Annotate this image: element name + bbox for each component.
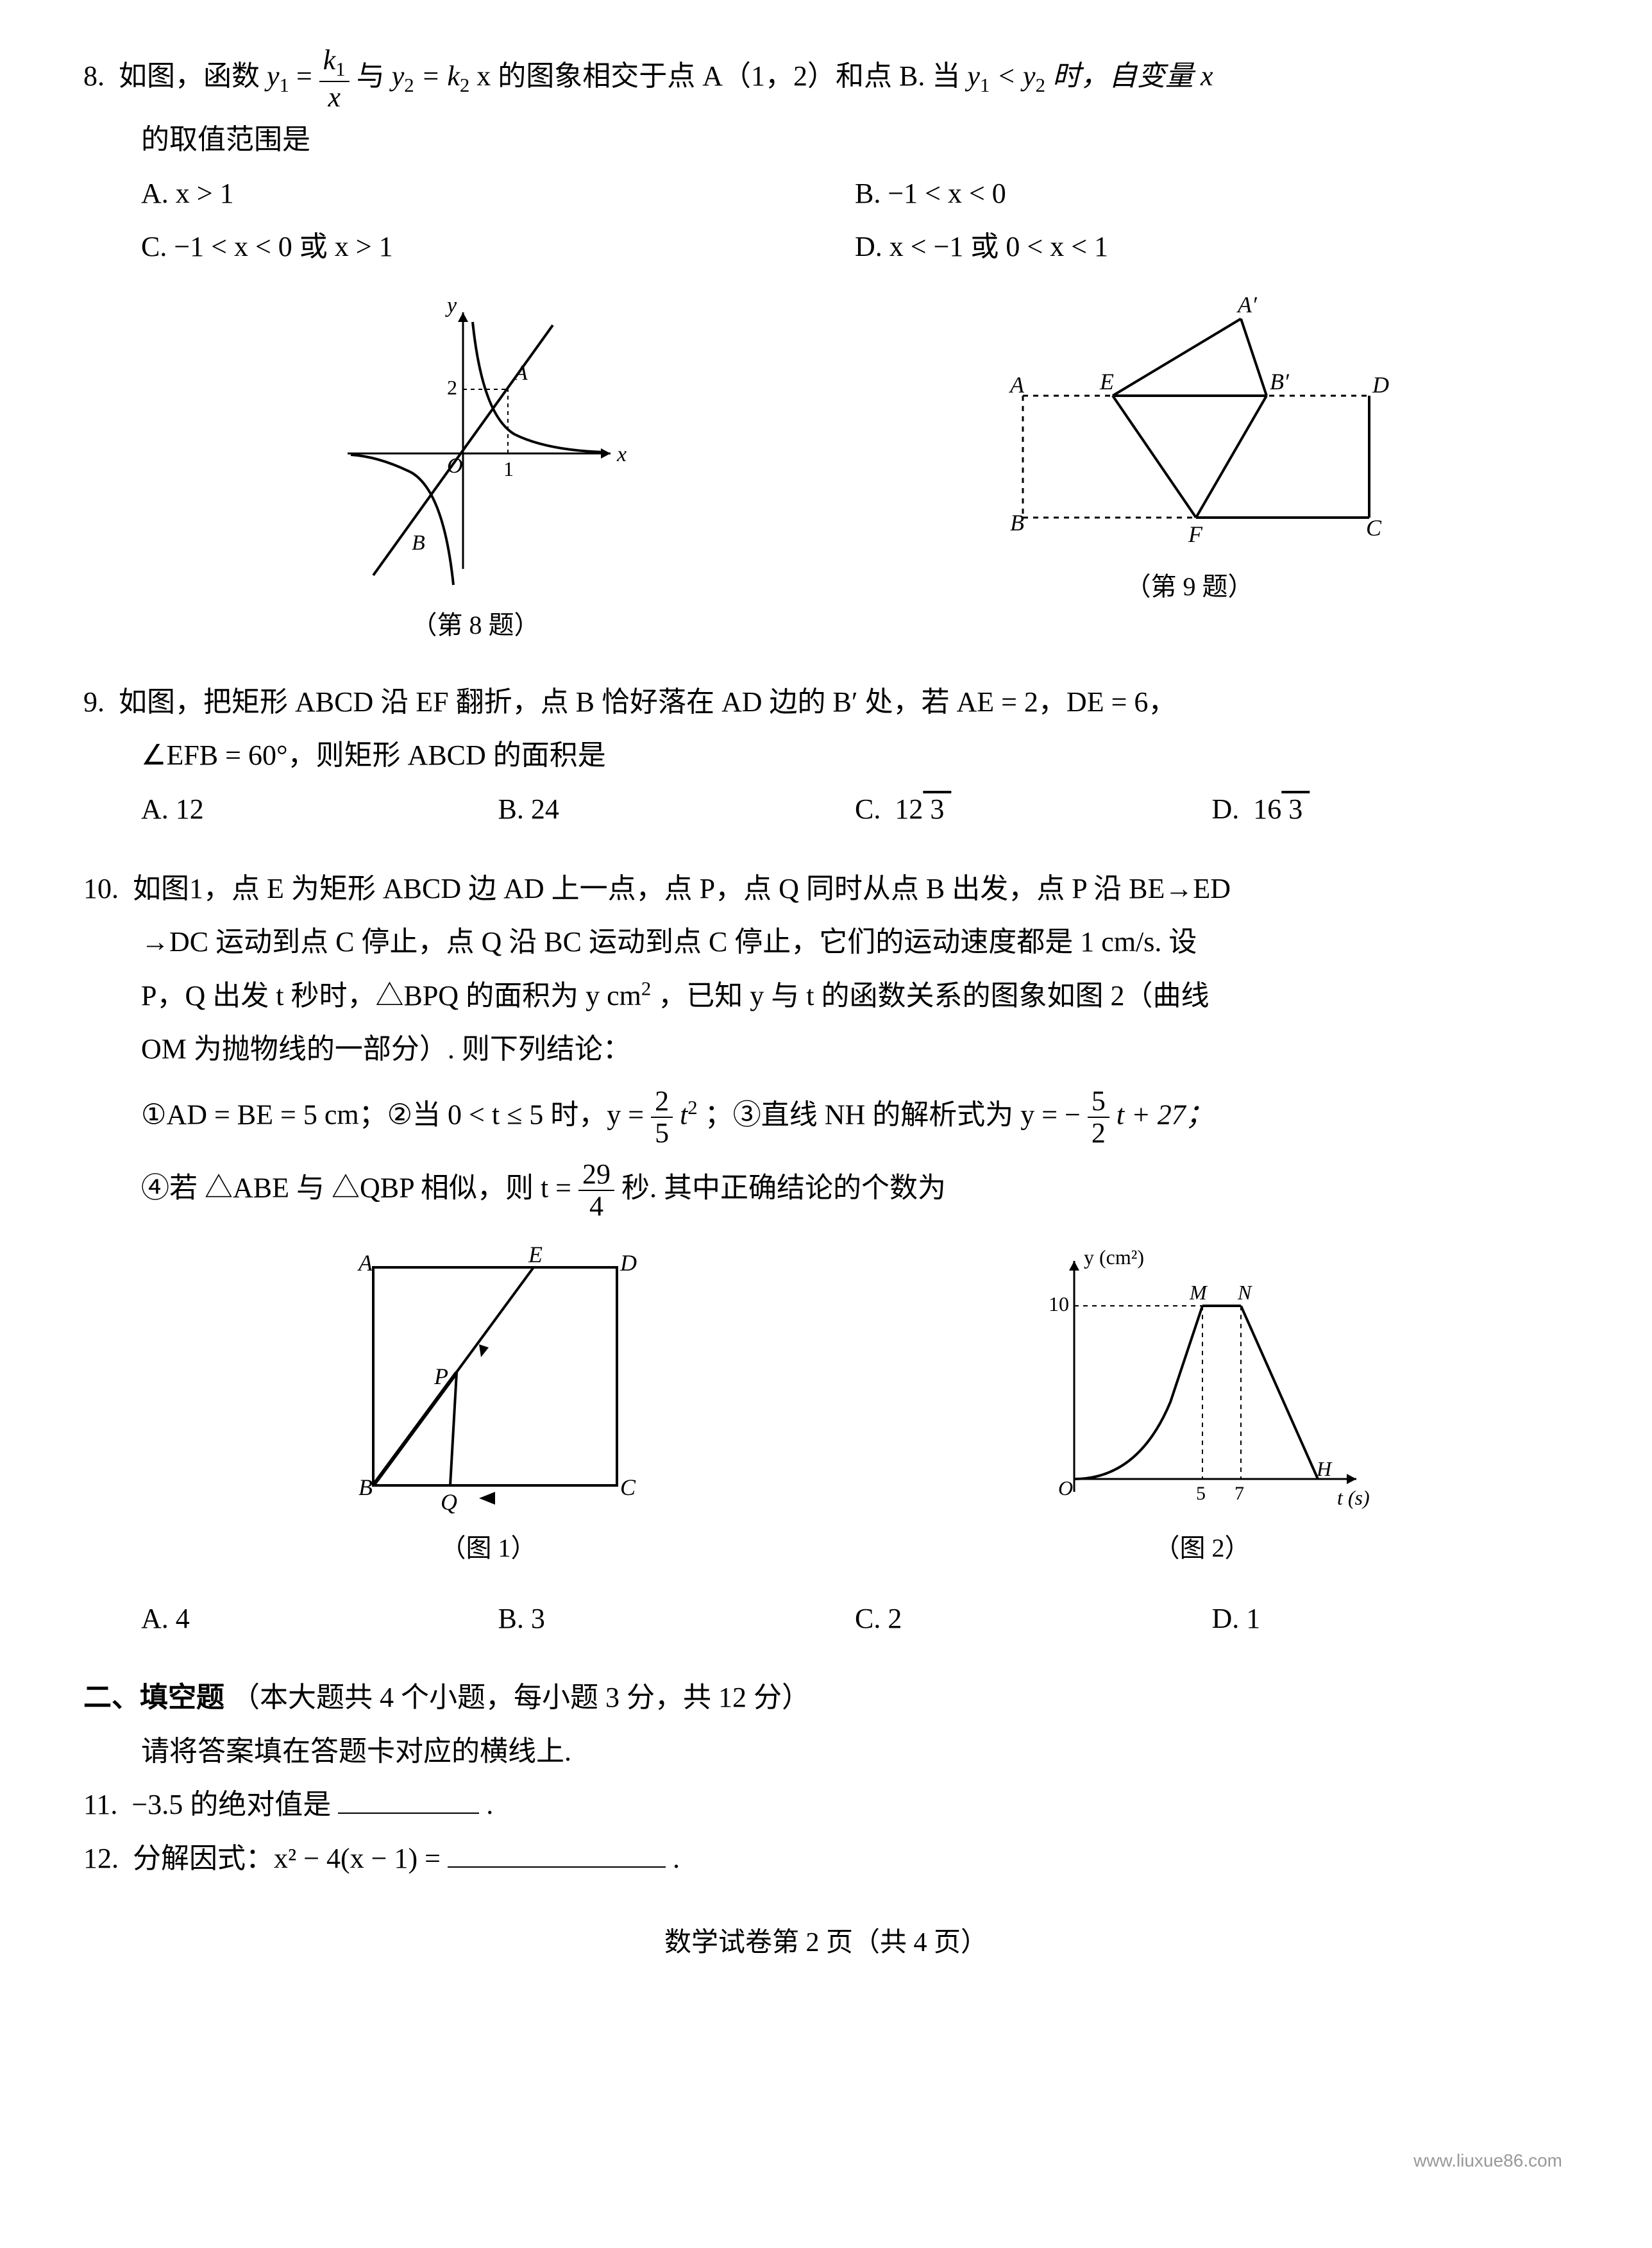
q9-choice-C: C. 12 3 bbox=[855, 782, 1212, 836]
svg-text:M: M bbox=[1189, 1281, 1208, 1304]
q8-svg: x y O A 2 1 B bbox=[316, 287, 636, 595]
svg-text:x: x bbox=[616, 443, 627, 466]
q9-choice-B: B. 24 bbox=[498, 782, 856, 836]
svg-text:E: E bbox=[1099, 369, 1114, 394]
svg-text:B: B bbox=[412, 531, 425, 555]
svg-text:A: A bbox=[1009, 372, 1025, 398]
q9-svg: A B C D E F A′ B′ bbox=[984, 287, 1395, 556]
q10-l4: OM 为抛物线的一部分）. 则下列结论： bbox=[83, 1022, 1569, 1076]
svg-text:B: B bbox=[358, 1475, 373, 1500]
q10-choice-D: D. 1 bbox=[1212, 1592, 1569, 1646]
svg-text:y (cm²): y (cm²) bbox=[1084, 1246, 1144, 1269]
section-2-header: 二、填空题 （本大题共 4 个小题，每小题 3 分，共 12 分） bbox=[83, 1671, 1569, 1725]
q9-line1: 9. 如图，把矩形 ABCD 沿 EF 翻折，点 B 恰好落在 AD 边的 B′… bbox=[83, 675, 1569, 729]
q12-number: 12. bbox=[83, 1843, 119, 1874]
q10-statements-2: ④若 △ABE 与 △QBP 相似，则 t = 29 4 秒. 其中正确结论的个… bbox=[83, 1159, 1569, 1222]
svg-text:10: 10 bbox=[1049, 1292, 1069, 1315]
q8-choice-D: D. x < −1 或 0 < x < 1 bbox=[855, 220, 1569, 274]
svg-text:B: B bbox=[1010, 510, 1024, 536]
figure-q9: A B C D E F A′ B′ （第 9 题） bbox=[984, 287, 1395, 650]
frac-29-4: 29 4 bbox=[578, 1159, 614, 1222]
svg-text:E: E bbox=[528, 1242, 543, 1267]
svg-text:F: F bbox=[1188, 521, 1203, 547]
q10-l1: 10. 如图1，点 E 为矩形 ABCD 边 AD 上一点，点 P，点 Q 同时… bbox=[83, 862, 1569, 916]
q10-statements-1: ①AD = BE = 5 cm；②当 0 < t ≤ 5 时，y = 2 5 t… bbox=[83, 1086, 1569, 1149]
svg-text:A: A bbox=[357, 1250, 373, 1276]
q10-choice-A: A. 4 bbox=[141, 1592, 498, 1646]
q9-caption: （第 9 题） bbox=[1125, 562, 1254, 611]
q10-l2: →DC 运动到点 C 停止，点 Q 沿 BC 运动到点 C 停止，它们的运动速度… bbox=[83, 915, 1569, 969]
figure-q10-1: A B C D E P Q （图 1） bbox=[328, 1235, 649, 1573]
svg-text:A: A bbox=[513, 361, 528, 385]
q9-choice-A: A. 12 bbox=[141, 782, 498, 836]
q8-choice-C: C. −1 < x < 0 或 x > 1 bbox=[141, 220, 855, 274]
figure-q8: x y O A 2 1 B （第 8 题） bbox=[316, 287, 636, 650]
svg-text:N: N bbox=[1237, 1281, 1252, 1304]
question-10: 10. 如图1，点 E 为矩形 ABCD 边 AD 上一点，点 P，点 Q 同时… bbox=[83, 862, 1569, 1646]
q8-stem-line2: 的取值范围是 bbox=[83, 113, 1569, 167]
question-11: 11. −3.5 的绝对值是 . bbox=[83, 1778, 1569, 1832]
frac-5-2: 5 2 bbox=[1088, 1086, 1109, 1149]
q10-choices: A. 4 B. 3 C. 2 D. 1 bbox=[83, 1592, 1569, 1646]
q12-blank[interactable] bbox=[448, 1866, 666, 1868]
svg-text:Q: Q bbox=[441, 1489, 457, 1515]
svg-text:C: C bbox=[620, 1475, 636, 1500]
q10-choice-B: B. 3 bbox=[498, 1592, 856, 1646]
q8-choice-A: A. x > 1 bbox=[141, 167, 855, 221]
q10-svg1: A B C D E P Q bbox=[328, 1235, 649, 1517]
q10-l3: P，Q 出发 t 秒时，△BPQ 的面积为 y cm2 ，已知 y 与 t 的函… bbox=[83, 969, 1569, 1023]
svg-text:D: D bbox=[620, 1250, 637, 1276]
q10-cap1: （图 1） bbox=[441, 1524, 537, 1573]
svg-text:1: 1 bbox=[503, 457, 514, 480]
figures-8-9: x y O A 2 1 B （第 8 题） bbox=[83, 287, 1569, 650]
q8-stem-line1: 8. 如图，函数 y1 = k1 x 与 y2 = k2 x 的图象相交于点 A… bbox=[83, 45, 1569, 113]
q8-eq2: y2 = k2 x 的图象相交于点 A（1，2）和点 B. 当 bbox=[392, 60, 968, 92]
q8-choice-B: B. −1 < x < 0 bbox=[855, 167, 1569, 221]
svg-text:C: C bbox=[1366, 515, 1382, 541]
svg-text:A′: A′ bbox=[1236, 292, 1258, 317]
question-9: 9. 如图，把矩形 ABCD 沿 EF 翻折，点 B 恰好落在 AD 边的 B′… bbox=[83, 675, 1569, 836]
q8-eq3: y1 < y2 bbox=[967, 60, 1052, 92]
figures-10: A B C D E P Q （图 1） y (cm²) t (s) O bbox=[83, 1235, 1569, 1573]
q8-caption: （第 8 题） bbox=[412, 601, 540, 650]
svg-text:B′: B′ bbox=[1270, 369, 1290, 394]
fraction-k1-x: k1 x bbox=[319, 45, 350, 113]
q8-choices: A. x > 1 B. −1 < x < 0 C. −1 < x < 0 或 x… bbox=[83, 167, 1569, 274]
section-2-instruction: 请将答案填在答题卡对应的横线上. bbox=[83, 1725, 1569, 1779]
svg-text:O: O bbox=[447, 454, 463, 478]
q10-cap2: （图 2） bbox=[1154, 1524, 1251, 1573]
svg-text:5: 5 bbox=[1196, 1483, 1206, 1504]
svg-text:2: 2 bbox=[447, 376, 457, 399]
q11-number: 11. bbox=[83, 1789, 117, 1820]
svg-text:H: H bbox=[1316, 1457, 1333, 1480]
svg-text:t (s): t (s) bbox=[1337, 1486, 1370, 1509]
question-8: 8. 如图，函数 y1 = k1 x 与 y2 = k2 x 的图象相交于点 A… bbox=[83, 45, 1569, 650]
svg-text:P: P bbox=[434, 1364, 448, 1389]
svg-text:y: y bbox=[445, 294, 457, 317]
q8-number: 8. bbox=[83, 60, 105, 92]
figure-q10-2: y (cm²) t (s) O 10 M N 5 7 H （图 2 bbox=[1023, 1235, 1382, 1573]
q10-number: 10. bbox=[83, 873, 119, 904]
svg-text:D: D bbox=[1372, 372, 1389, 398]
svg-text:O: O bbox=[1058, 1476, 1073, 1500]
page-footer: 数学试卷第 2 页（共 4 页） bbox=[83, 1918, 1569, 1969]
q9-choice-D: D. 16 3 bbox=[1212, 782, 1569, 836]
frac-2-5: 2 5 bbox=[651, 1086, 673, 1149]
q9-line2: ∠EFB = 60°，则矩形 ABCD 的面积是 bbox=[83, 729, 1569, 782]
q11-blank[interactable] bbox=[338, 1813, 479, 1814]
question-12: 12. 分解因式：x² − 4(x − 1) = . bbox=[83, 1832, 1569, 1886]
svg-text:7: 7 bbox=[1235, 1483, 1244, 1504]
q10-choice-C: C. 2 bbox=[855, 1592, 1212, 1646]
q10-svg2: y (cm²) t (s) O 10 M N 5 7 H bbox=[1023, 1235, 1382, 1517]
watermark: www.liuxue86.com bbox=[1413, 2143, 1562, 2177]
q9-number: 9. bbox=[83, 686, 105, 718]
q8-eq1: y1 = k1 x bbox=[267, 60, 357, 92]
q9-choices: A. 12 B. 24 C. 12 3 D. 16 3 bbox=[83, 782, 1569, 836]
